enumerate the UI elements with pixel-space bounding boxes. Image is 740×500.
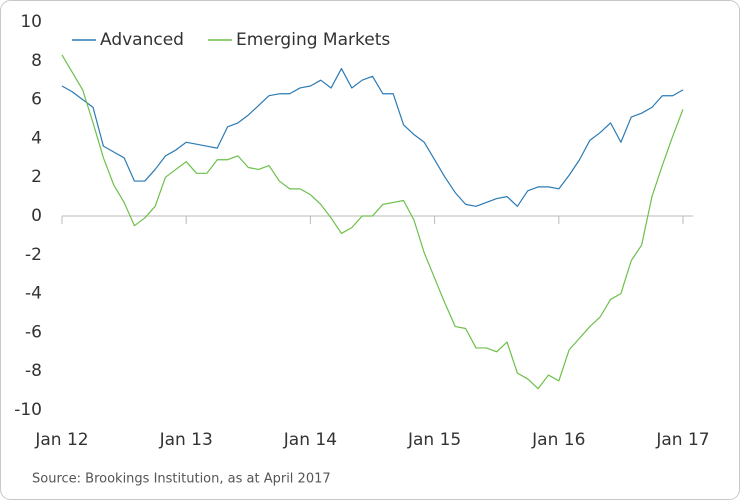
source-note: Source: Brookings Institution, as at Apr…: [32, 472, 331, 487]
x-tick-label: Jan 14: [283, 430, 337, 450]
x-tick-label: Jan 16: [531, 430, 585, 450]
legend-label: Emerging Markets: [236, 30, 390, 50]
y-tick-label: -8: [25, 361, 42, 381]
y-tick-label: -4: [25, 284, 42, 304]
y-tick-label: -6: [25, 322, 42, 342]
legend-label: Advanced: [100, 30, 184, 50]
y-tick-label: 8: [31, 51, 42, 71]
x-tick-label: Jan 17: [655, 430, 709, 450]
x-tick-label: Jan 15: [407, 430, 461, 450]
y-tick-label: 6: [31, 90, 42, 110]
y-tick-label: 4: [31, 128, 42, 148]
y-tick-label: -2: [25, 245, 42, 265]
series-line: [61, 54, 684, 390]
y-tick-label: 10: [20, 12, 42, 32]
x-tick-label: Jan 12: [34, 430, 88, 450]
series-line: [61, 67, 684, 207]
x-tick-label: Jan 13: [159, 430, 213, 450]
y-tick-label: -10: [14, 400, 42, 420]
y-tick-label: 2: [31, 167, 42, 187]
y-tick-label: 0: [31, 206, 42, 226]
